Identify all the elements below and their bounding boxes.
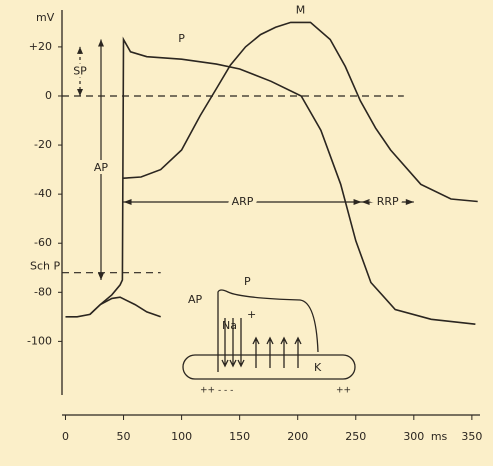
arrowhead [361,199,370,205]
y-tick-label: -20 [34,138,52,151]
inset-label: P [244,275,251,288]
inset-label: K [314,361,322,374]
span-label: SP [73,64,87,77]
x-tick-label: 200 [287,430,308,443]
inset-curve [217,289,319,372]
arrowhead [405,199,414,205]
inset-label: + [247,308,256,321]
line [123,21,478,203]
interval-label: RRP [377,195,399,208]
na-arrows [221,318,245,368]
series-label: P [178,32,185,45]
arrowhead [77,88,83,96]
x-tick-label: 250 [345,430,366,443]
y-tick-label: -100 [27,334,52,347]
x-tick-label: 0 [62,430,69,443]
arrowhead [77,46,83,54]
inset-label: ++ - - - [200,386,233,396]
line [89,296,161,318]
arrowhead [123,199,132,205]
arrowhead [353,199,362,205]
interval-label: ARP [232,195,254,208]
y-tick-label: -60 [34,236,52,249]
span-label: AP [94,161,109,174]
k-arrows [252,336,302,368]
inset [182,289,356,380]
y-tick-label: -80 [34,285,52,298]
reference-label: Sch P [30,260,60,273]
x-tick-label: 50 [117,430,131,443]
y-tick-label: -40 [34,187,52,200]
line [65,36,476,325]
arrowhead [98,273,104,281]
series-label: M [296,3,306,16]
inset-label: Na [222,319,237,332]
y-axis-label: mV [36,11,55,24]
inset-label: AP [188,293,203,306]
y-tick-label: 0 [45,89,52,102]
x-tick-label: 300 [403,430,424,443]
x-tick-label: 150 [229,430,250,443]
cell [182,354,356,380]
x-tick-label: 350 [461,430,482,443]
y-tick-label: +20 [29,40,52,53]
x-axis-unit: ms [431,430,448,443]
x-tick-label: 100 [171,430,192,443]
inset-label: ++ [336,386,351,396]
arrowhead [98,39,104,47]
